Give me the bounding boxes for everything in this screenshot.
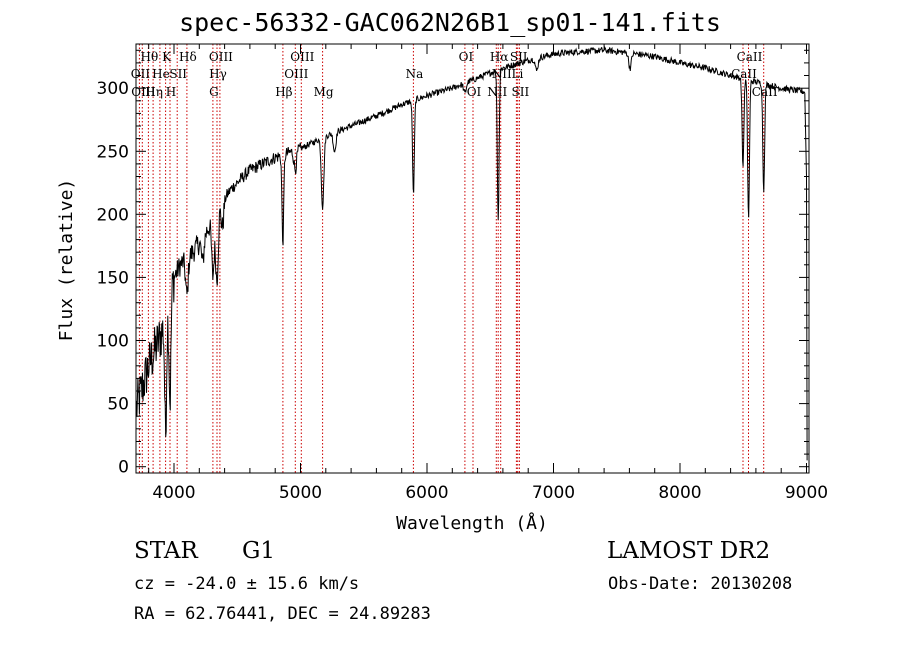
line-markers-layer [138,44,765,473]
y-tick-label: 150 [97,268,129,288]
x-tick-label: 4000 [152,483,195,503]
line-label: OIII [290,50,314,64]
line-label: CaII [731,67,757,81]
line-label: SII [510,50,528,64]
line-label: G [209,85,219,99]
line-label: Hα [490,50,509,64]
line-label: Hδ [179,50,197,64]
x-axis-label: Wavelength (Å) [396,512,548,534]
spectrum-line [135,46,808,461]
y-axis-label: Flux (relative) [56,179,77,342]
chart-title: spec-56332-GAC062N26B1_sp01-141.fits [179,8,721,37]
axis-ticks-layer: 4000 5000 6000 7000 8000 9000 0 50 100 150 200 250 3… [97,44,828,503]
line-label: OI [459,50,474,64]
line-label: OIII [209,50,233,64]
plot-frame [135,43,810,474]
y-tick-label: 300 [97,79,129,99]
y-tick-label: 100 [97,332,129,352]
redshift-readout: cz = -24.0 ± 15.6 km/s [134,574,360,594]
x-tick-label: 6000 [405,483,448,503]
survey-name: LAMOST DR2 [607,538,771,564]
line-label: CaII [737,50,763,64]
line-label: Li [511,67,523,81]
line-label: CaII [752,85,778,99]
x-tick-label: 7000 [532,483,575,503]
y-tick-label: 250 [97,142,129,162]
obs-date: Obs-Date: 20130208 [608,574,793,594]
y-tick-label: 50 [107,395,129,415]
line-label: Mg [314,85,334,99]
object-subclass: G1 [242,538,276,564]
x-tick-label: 8000 [658,483,701,503]
ra-dec-readout: RA = 62.76441, DEC = 24.89283 [134,604,431,624]
line-label: NII [487,85,507,99]
line-label: Hη [145,85,163,99]
line-label: OI [467,85,482,99]
line-label: H [166,85,176,99]
line-label: Hβ [275,85,292,99]
line-label: Hγ [209,67,227,81]
spectrum-layer [135,46,808,461]
line-label: He [152,67,170,81]
line-label: NII [492,67,512,81]
line-label: K [162,50,172,64]
line-label: Na [406,67,424,81]
line-label: OII [131,67,151,81]
x-tick-label: 9000 [785,483,828,503]
x-tick-label: 5000 [279,483,322,503]
y-tick-label: 200 [97,205,129,225]
line-label: SII [512,85,530,99]
line-label: OIII [284,67,308,81]
y-tick-label: 0 [118,458,129,478]
object-class: STAR [134,538,198,564]
line-label: SII [169,67,187,81]
line-label: Hθ [141,50,159,64]
